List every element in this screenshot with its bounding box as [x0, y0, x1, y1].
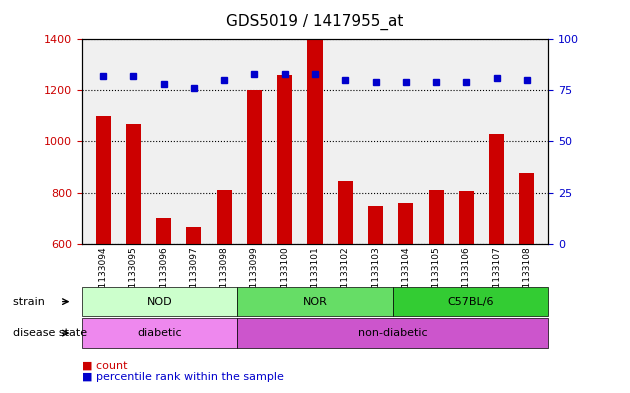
- Text: ■ percentile rank within the sample: ■ percentile rank within the sample: [82, 372, 284, 382]
- Bar: [186, 227, 202, 244]
- Bar: [307, 39, 323, 244]
- Text: diabetic: diabetic: [137, 328, 182, 338]
- Bar: [398, 203, 413, 244]
- Text: NOD: NOD: [147, 297, 173, 307]
- Text: disease state: disease state: [13, 328, 90, 338]
- Bar: [338, 181, 353, 244]
- Bar: [96, 116, 111, 244]
- Text: GDS5019 / 1417955_at: GDS5019 / 1417955_at: [226, 14, 404, 30]
- Text: strain: strain: [13, 297, 48, 307]
- Text: non-diabetic: non-diabetic: [358, 328, 428, 338]
- Bar: [217, 190, 232, 244]
- Text: C57BL/6: C57BL/6: [447, 297, 494, 307]
- Text: ■ count: ■ count: [82, 360, 127, 371]
- Bar: [247, 90, 262, 244]
- Bar: [519, 173, 534, 244]
- Bar: [428, 190, 444, 244]
- Text: NOR: NOR: [302, 297, 328, 307]
- Bar: [489, 134, 504, 244]
- Bar: [459, 191, 474, 244]
- Bar: [156, 218, 171, 244]
- Bar: [277, 75, 292, 244]
- Bar: [368, 206, 383, 244]
- Bar: [126, 123, 141, 244]
